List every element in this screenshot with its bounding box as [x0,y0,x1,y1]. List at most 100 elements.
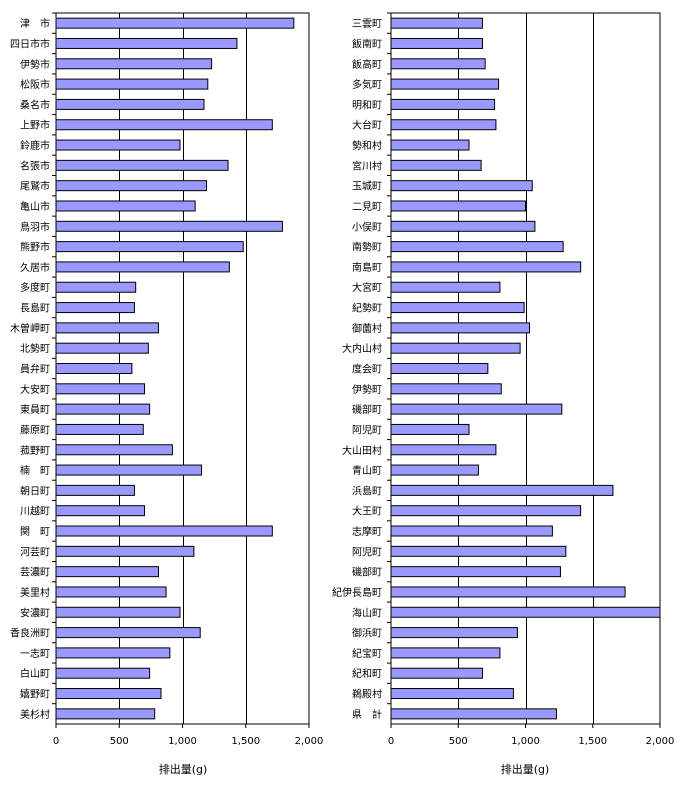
category-label: 朝日町 [20,485,50,497]
bar [55,17,295,29]
category-label: 大山田村 [342,444,382,457]
category-label: 長島町 [20,302,50,315]
bar [390,667,483,679]
category-label: 香良洲町 [10,627,50,640]
bar [390,444,497,456]
bar [390,78,500,90]
category-label: 紀勢町 [352,302,382,315]
bar [390,627,518,639]
bar [390,98,496,110]
category-label: 亀山市 [20,200,50,213]
bar [55,180,208,192]
bar [55,261,230,273]
category-label: 木曽岬町 [10,322,50,335]
x-tick-label: 0 [53,736,59,747]
x-axis-label: 排出量(g) [159,762,208,776]
category-label: 大内山村 [342,342,382,355]
category-label: 鳥羽市 [20,220,50,233]
bar [390,383,502,395]
bar [390,525,553,537]
bar [390,647,501,659]
category-label: 多度町 [20,281,50,294]
bar [55,464,202,476]
bar [55,220,283,232]
category-label: 松阪市 [20,78,50,91]
x-tick-label: 500 [110,736,129,747]
category-label: 熊野市 [20,241,50,254]
x-tick-label: 1,000 [168,736,197,747]
bar [55,98,205,110]
bar [390,545,567,557]
bar [390,281,501,293]
category-label: 宮川村 [352,159,382,172]
category-label: 二見町 [352,201,382,213]
category-label: 度会町 [352,363,382,376]
category-label: 尾鷲市 [20,180,50,193]
bar [390,708,557,720]
bar [55,241,244,253]
bar [55,525,273,537]
category-label: 明和町 [352,99,382,111]
x-tick-label: 1,000 [511,736,540,747]
bar [55,58,213,70]
bar [390,261,582,273]
bar [55,688,162,700]
bar [55,586,167,598]
category-label: 大宮町 [352,281,382,294]
category-label: 紀和町 [352,667,382,680]
category-label: 浜島町 [352,484,382,497]
category-label: 紀宝町 [352,647,382,660]
category-label: 藤原町 [20,424,50,436]
bar [55,363,133,374]
category-label: 南勢町 [352,241,382,254]
category-label: 大王町 [352,505,382,518]
bar [390,58,486,70]
category-label: 飯南町 [352,37,382,50]
category-label: 川越町 [20,505,50,518]
category-label: 白山町 [20,667,50,680]
bar [390,119,497,131]
bar [390,566,561,578]
category-label: 飯高町 [352,58,382,71]
category-label: 玉城町 [352,181,382,193]
category-label: 美杉村 [20,708,50,721]
x-tick-label: 0 [388,736,394,747]
bar [390,688,514,700]
bar [390,241,564,253]
category-label: 南島町 [352,261,382,274]
category-label: 三雲町 [352,18,382,30]
bar [55,403,151,415]
bar [55,200,196,212]
bar [55,444,173,456]
category-label: 嬉野町 [20,688,50,701]
bar [55,708,156,720]
category-label: 桑名市 [20,98,50,111]
bar [390,17,483,29]
category-label: 大安町 [20,383,50,396]
category-label: 多気町 [352,78,382,91]
category-label: 磯部町 [352,403,382,416]
bar [55,322,159,334]
category-label: 磯部町 [352,566,382,579]
category-label: 伊勢町 [352,383,382,396]
bar [390,220,536,232]
category-label: 東員町 [20,403,50,416]
category-label: 阿児町 [352,424,382,436]
category-label: 一志町 [20,647,50,660]
bar [55,566,159,578]
bar [55,383,146,395]
bar [390,484,614,496]
category-label: 菰野町 [20,445,50,457]
bar [55,484,135,496]
category-label: 名張市 [20,159,50,172]
category-label: 海山町 [352,606,382,619]
bar [390,464,479,476]
bar [55,342,149,354]
chart-panel-1: 0 500 1,000 1,500 2,000 排出量(g) 津 市四日市市伊勢市松阪市桑名… [10,12,323,776]
category-label: 伊勢市 [20,58,50,71]
x-tick-label: 1,500 [578,736,607,747]
bar [55,667,151,679]
bar [55,139,181,151]
bar [55,37,238,49]
